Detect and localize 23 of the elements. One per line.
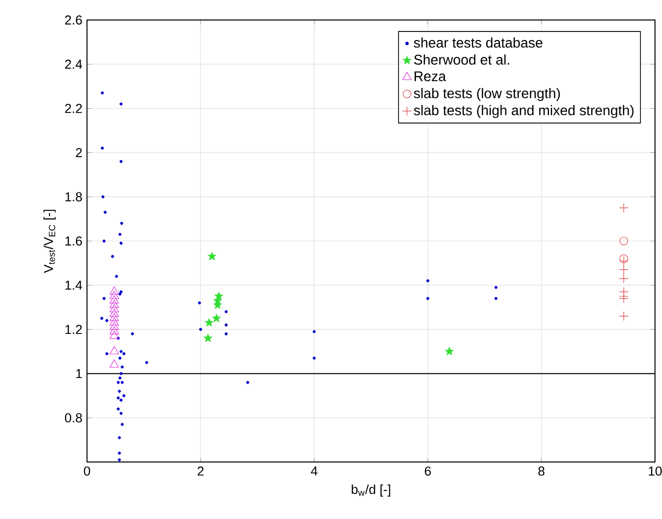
y-axis-title: V$_{test}$/V$_{EC}$ [-] [44, 210, 56, 274]
y-tick-label: 2.2 [65, 104, 82, 113]
legend-label: slab tests (high and mixed strength) [414, 105, 634, 118]
legend-label: shear tests database [414, 37, 542, 48]
y-tick-label: 2.4 [65, 60, 82, 69]
y-tick-label: 2 [76, 148, 82, 158]
x-tick-label: 0 [84, 466, 90, 476]
legend-label: slab tests (low strength) [414, 88, 560, 101]
x-axis-title: b$_{w}$/d [-] [352, 484, 390, 497]
legend-label: Reza [414, 71, 446, 82]
x-tick-label: 2 [198, 466, 204, 476]
y-tick-label: 1.4 [65, 280, 82, 290]
legend-label: Sherwood et al. [414, 54, 510, 65]
x-tick-label: 8 [538, 466, 544, 476]
x-tick-label: 4 [310, 466, 318, 476]
y-tick-label: 1.2 [65, 324, 82, 334]
y-tick-label: 2.6 [65, 15, 82, 25]
x-tick-label: 6 [424, 466, 431, 476]
x-tick-label: 10 [648, 466, 662, 476]
y-tick-label: 1.6 [65, 236, 82, 246]
y-tick-label: 1 [76, 369, 82, 378]
y-tick-label: 1.8 [65, 192, 82, 202]
y-tick-label: 0.8 [64, 413, 82, 422]
